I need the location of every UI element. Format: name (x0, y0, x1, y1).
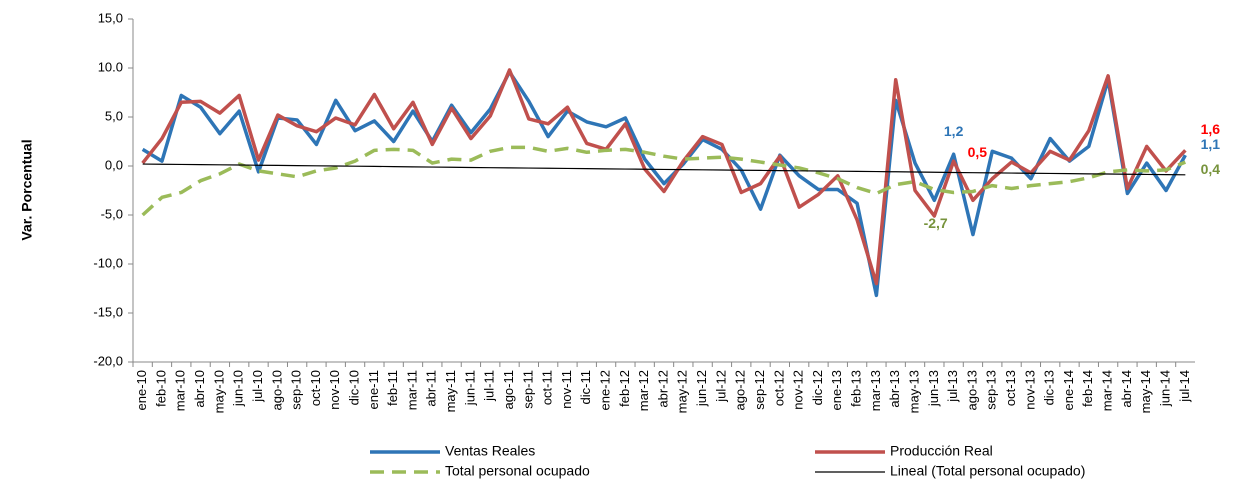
x-tick-label: oct-12 (771, 370, 786, 406)
x-tick-label: abr-10 (192, 370, 207, 408)
series-line (141, 70, 1187, 298)
x-tick-label: jul-11 (482, 370, 497, 402)
x-tick-label: jun-11 (462, 370, 477, 406)
y-tick-label: -10,0 (93, 255, 123, 270)
x-tick-label: abr-12 (655, 370, 670, 408)
x-tick-label: sep-10 (289, 370, 304, 410)
x-tick-label: jul-13 (945, 370, 960, 403)
x-tick-label: dic-10 (346, 370, 361, 405)
x-tick-label: jun-14 (1157, 370, 1172, 407)
y-axis-label: Var. Porcentual (19, 139, 35, 240)
x-tick-label: nov-10 (327, 370, 342, 410)
x-tick-label: nov-11 (559, 370, 574, 409)
x-tick-label: dic-11 (578, 370, 593, 404)
x-tick-label: may-13 (906, 370, 921, 413)
value-label: 0,4 (1201, 161, 1221, 177)
value-label: 1,2 (944, 123, 964, 139)
x-tick-label: mar-12 (636, 370, 651, 411)
x-tick-label: feb-12 (617, 370, 632, 407)
x-tick-label: dic-12 (810, 370, 825, 405)
x-tick-label: oct-13 (1003, 370, 1018, 406)
x-tick-label: jul-14 (1177, 370, 1192, 403)
x-tick-label: mar-13 (868, 370, 883, 411)
x-tick-label: jul-12 (713, 370, 728, 403)
x-tick-label: mar-14 (1100, 370, 1115, 411)
x-tick-label: abr-13 (887, 370, 902, 408)
x-tick-label: jun-10 (231, 370, 246, 407)
x-tick-label: oct-10 (308, 370, 323, 406)
x-tick-label: sep-13 (984, 370, 999, 410)
x-tick-label: jun-12 (694, 370, 709, 407)
x-tick-label: ene-13 (829, 370, 844, 410)
legend-label: Ventas Reales (445, 443, 535, 459)
x-tick-label: ene-11 (366, 370, 381, 410)
x-tick-label: may-10 (211, 370, 226, 413)
x-tick-label: ago-13 (964, 370, 979, 410)
x-tick-label: oct-11 (540, 370, 555, 405)
value-label: -2,7 (924, 215, 948, 231)
x-tick-label: ene-14 (1061, 370, 1076, 410)
legend-label: Lineal (Total personal ocupado) (890, 463, 1085, 479)
legend-label: Total personal ocupado (445, 463, 590, 479)
y-tick-label: -15,0 (93, 304, 123, 319)
value-label: 1,6 (1201, 121, 1221, 137)
series-line (141, 68, 1187, 286)
x-tick-label: feb-11 (385, 370, 400, 406)
x-tick-label: jun-13 (926, 370, 941, 407)
x-tick-label: jul-10 (250, 370, 265, 403)
x-tick-label: mar-10 (173, 370, 188, 411)
y-tick-label: 0,0 (105, 157, 123, 172)
x-tick-label: dic-13 (1042, 370, 1057, 405)
x-tick-label: may-11 (443, 370, 458, 412)
x-tick-label: feb-10 (153, 370, 168, 407)
series-line (141, 145, 1187, 217)
x-tick-label: ago-10 (269, 370, 284, 410)
x-tick-label: ago-11 (501, 370, 516, 410)
x-tick-label: nov-12 (791, 370, 806, 410)
series-line (142, 163, 1186, 176)
x-tick-label: ene-10 (134, 370, 149, 410)
legend-label: Producción Real (890, 443, 993, 459)
x-tick-label: sep-12 (752, 370, 767, 410)
y-tick-label: 15,0 (98, 10, 123, 25)
y-tick-label: 10.0 (98, 59, 123, 74)
x-tick-label: may-14 (1138, 370, 1153, 413)
x-tick-label: abr-11 (424, 370, 439, 407)
value-label: 0,5 (968, 144, 988, 160)
x-tick-label: nov-13 (1022, 370, 1037, 410)
x-tick-label: ago-12 (733, 370, 748, 410)
x-tick-label: may-12 (675, 370, 690, 413)
x-tick-label: abr-14 (1119, 370, 1134, 408)
x-tick-label: sep-11 (520, 370, 535, 409)
y-tick-label: 5,0 (105, 108, 123, 123)
y-tick-label: -5,0 (101, 206, 123, 221)
x-tick-label: ene-12 (598, 370, 613, 410)
y-tick-label: -20,0 (93, 353, 123, 368)
x-tick-label: feb-13 (849, 370, 864, 407)
x-tick-label: feb-14 (1080, 370, 1095, 407)
value-label: 1,1 (1201, 136, 1221, 152)
x-tick-label: mar-11 (404, 370, 419, 410)
